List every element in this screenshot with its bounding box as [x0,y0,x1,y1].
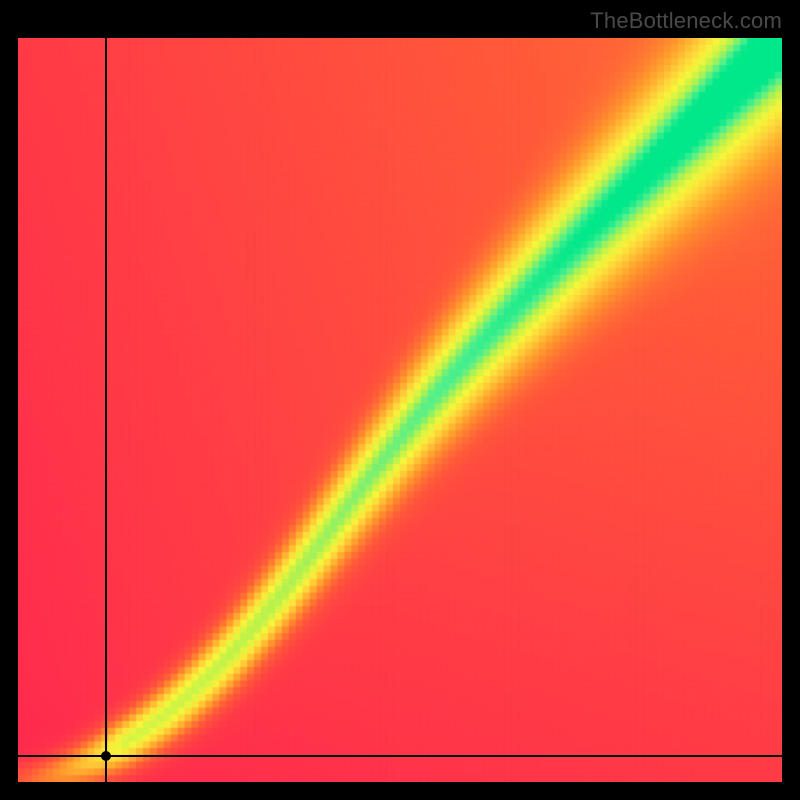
crosshair-marker [101,751,111,761]
heatmap-plot [18,38,782,782]
heatmap-canvas [18,38,782,782]
crosshair-horizontal [18,755,782,756]
watermark-text: TheBottleneck.com [590,8,782,34]
crosshair-vertical [105,38,106,782]
